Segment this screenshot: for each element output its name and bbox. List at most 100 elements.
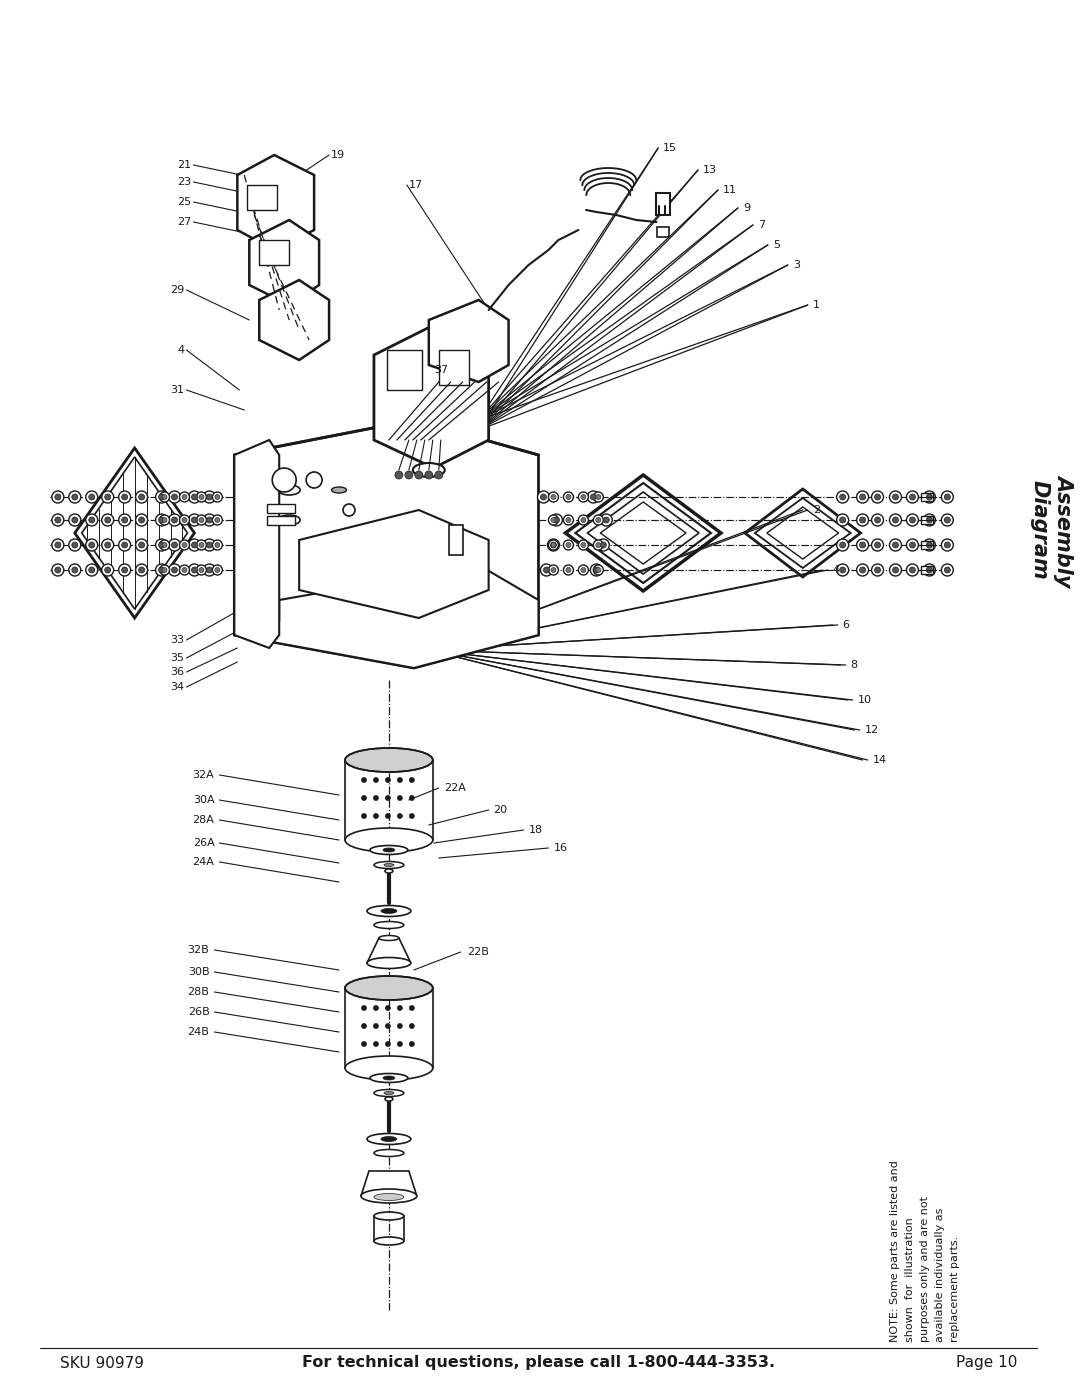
Circle shape bbox=[105, 517, 110, 522]
Circle shape bbox=[183, 495, 187, 500]
Bar bbox=[438, 351, 469, 386]
Text: 22A: 22A bbox=[444, 782, 465, 793]
Circle shape bbox=[213, 564, 222, 576]
Circle shape bbox=[386, 1042, 390, 1046]
Text: 5: 5 bbox=[773, 240, 780, 250]
Circle shape bbox=[942, 564, 954, 576]
Circle shape bbox=[191, 495, 198, 500]
Circle shape bbox=[551, 514, 563, 527]
Circle shape bbox=[892, 567, 899, 573]
Polygon shape bbox=[367, 937, 410, 963]
Text: 4: 4 bbox=[177, 345, 185, 355]
Circle shape bbox=[206, 495, 213, 500]
Bar bbox=[657, 193, 670, 215]
Circle shape bbox=[593, 515, 604, 525]
Circle shape bbox=[199, 517, 204, 522]
Circle shape bbox=[909, 542, 916, 548]
Circle shape bbox=[138, 495, 145, 500]
Circle shape bbox=[160, 515, 170, 525]
Circle shape bbox=[397, 778, 403, 782]
Ellipse shape bbox=[381, 908, 396, 914]
Text: 30A: 30A bbox=[192, 795, 215, 805]
Circle shape bbox=[122, 542, 127, 548]
Circle shape bbox=[52, 514, 64, 527]
Bar bbox=[267, 504, 295, 513]
Ellipse shape bbox=[383, 848, 395, 852]
Circle shape bbox=[183, 567, 187, 573]
Circle shape bbox=[162, 495, 167, 500]
Circle shape bbox=[409, 813, 415, 819]
Circle shape bbox=[119, 539, 131, 550]
Circle shape bbox=[597, 539, 609, 550]
Ellipse shape bbox=[383, 863, 394, 866]
Circle shape bbox=[191, 517, 198, 522]
Circle shape bbox=[159, 542, 164, 548]
Circle shape bbox=[890, 539, 902, 550]
Circle shape bbox=[362, 1024, 366, 1028]
Circle shape bbox=[179, 564, 189, 576]
Bar bbox=[247, 184, 278, 210]
Circle shape bbox=[168, 490, 180, 503]
Circle shape bbox=[892, 517, 899, 522]
Circle shape bbox=[551, 542, 556, 548]
Ellipse shape bbox=[367, 905, 410, 916]
Circle shape bbox=[409, 795, 415, 800]
Text: 24A: 24A bbox=[192, 856, 215, 868]
Circle shape bbox=[927, 495, 932, 500]
Circle shape bbox=[872, 564, 883, 576]
Circle shape bbox=[189, 490, 201, 503]
Circle shape bbox=[906, 490, 918, 503]
Circle shape bbox=[172, 517, 177, 522]
Circle shape bbox=[85, 539, 97, 550]
Circle shape bbox=[105, 567, 110, 573]
Circle shape bbox=[386, 1006, 390, 1010]
Text: Page 10: Page 10 bbox=[956, 1355, 1017, 1370]
Circle shape bbox=[909, 495, 916, 500]
Circle shape bbox=[122, 567, 127, 573]
Circle shape bbox=[944, 542, 950, 548]
Circle shape bbox=[199, 567, 204, 573]
Circle shape bbox=[397, 1042, 403, 1046]
Polygon shape bbox=[299, 510, 488, 617]
Circle shape bbox=[409, 1006, 415, 1010]
Circle shape bbox=[927, 517, 932, 522]
Circle shape bbox=[343, 504, 355, 515]
Circle shape bbox=[191, 567, 198, 573]
Text: 26A: 26A bbox=[192, 838, 215, 848]
Circle shape bbox=[596, 517, 600, 522]
Circle shape bbox=[374, 813, 378, 819]
Ellipse shape bbox=[367, 1133, 410, 1144]
Ellipse shape bbox=[367, 957, 410, 968]
Polygon shape bbox=[238, 155, 314, 250]
Text: 26B: 26B bbox=[188, 1007, 210, 1017]
Text: 15: 15 bbox=[663, 142, 677, 154]
Text: 33: 33 bbox=[171, 636, 185, 645]
Circle shape bbox=[203, 564, 215, 576]
Circle shape bbox=[581, 495, 585, 500]
Circle shape bbox=[875, 517, 880, 522]
Text: SKU 90979: SKU 90979 bbox=[59, 1355, 144, 1370]
Circle shape bbox=[549, 515, 558, 525]
Circle shape bbox=[927, 567, 932, 573]
Text: 28A: 28A bbox=[192, 814, 215, 826]
Circle shape bbox=[374, 795, 378, 800]
Circle shape bbox=[839, 495, 846, 500]
Text: 28B: 28B bbox=[188, 988, 210, 997]
Text: 23: 23 bbox=[177, 177, 191, 187]
Text: 34: 34 bbox=[171, 682, 185, 692]
Circle shape bbox=[162, 517, 167, 522]
Circle shape bbox=[172, 567, 177, 573]
Circle shape bbox=[566, 542, 571, 548]
Circle shape bbox=[564, 515, 573, 525]
Circle shape bbox=[306, 472, 322, 488]
Circle shape bbox=[362, 1042, 366, 1046]
Circle shape bbox=[136, 490, 148, 503]
Circle shape bbox=[362, 1006, 366, 1010]
Circle shape bbox=[102, 514, 113, 527]
Circle shape bbox=[362, 813, 366, 819]
Circle shape bbox=[604, 517, 609, 522]
Circle shape bbox=[203, 539, 215, 550]
Circle shape bbox=[122, 517, 127, 522]
Circle shape bbox=[923, 539, 935, 550]
Circle shape bbox=[944, 517, 950, 522]
